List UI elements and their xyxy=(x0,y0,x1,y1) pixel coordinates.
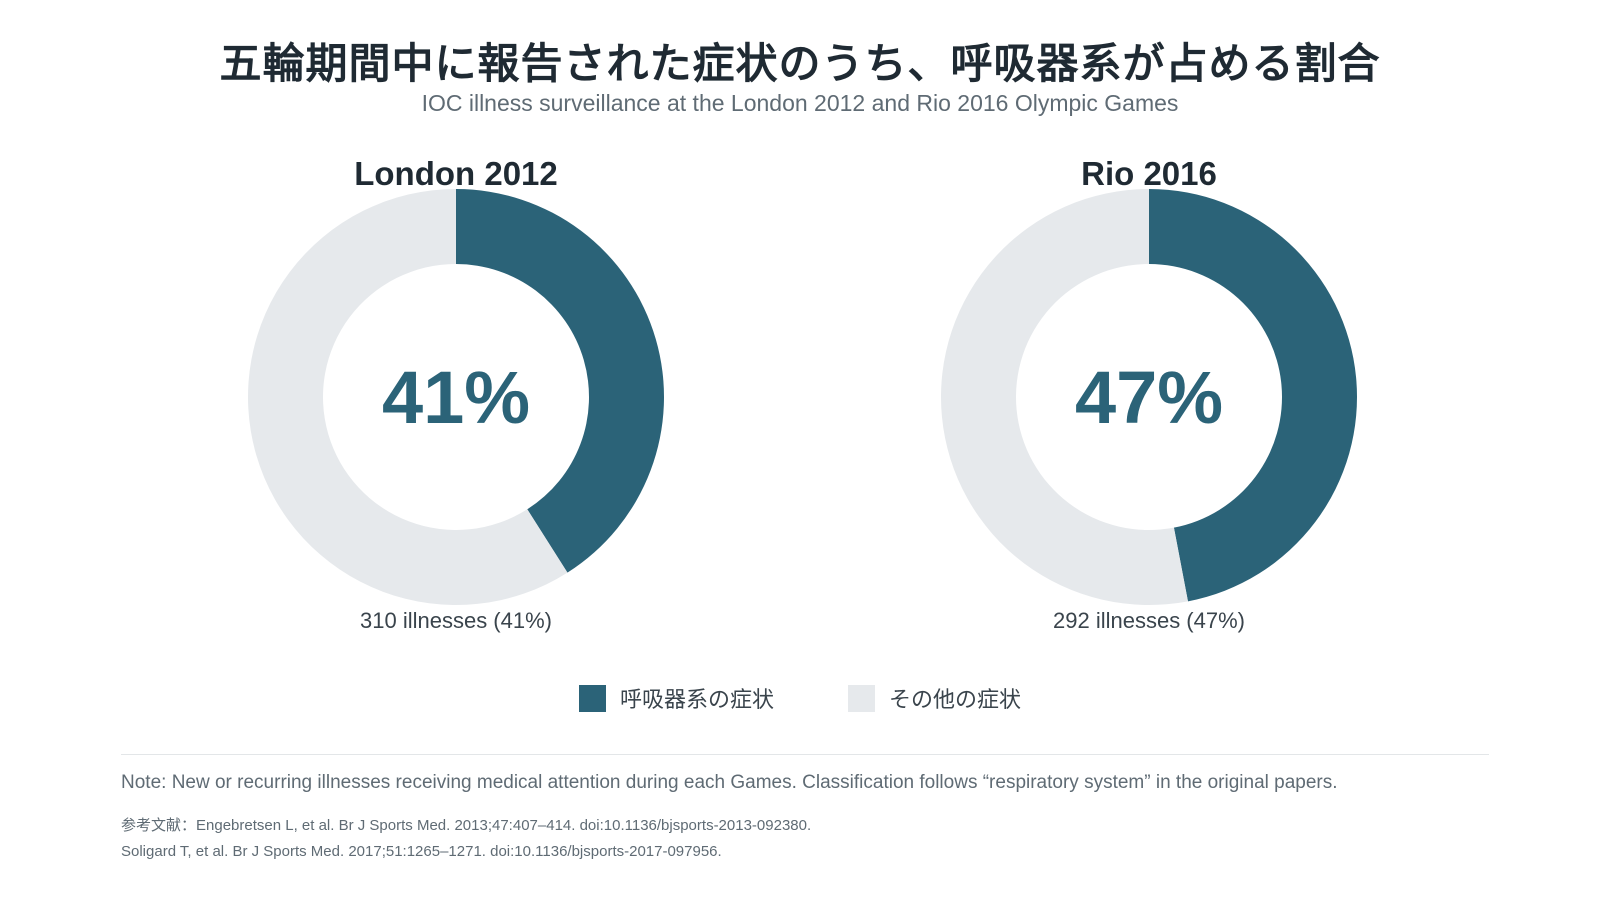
legend-swatch-respiratory xyxy=(578,684,606,712)
center-percent-label: 47% xyxy=(1075,356,1223,439)
page-subtitle: IOC illness surveillance at the London 2… xyxy=(421,90,1179,116)
legend-label-respiratory: 呼吸器系の症状 xyxy=(619,688,774,713)
donut-charts: London 2012 41% 310 illnesses (41%) Rio 201… xyxy=(248,155,1358,633)
donut-slice-other xyxy=(248,188,568,605)
center-percent-label: 41% xyxy=(382,356,530,439)
illness-count-label: 310 illnesses (41%) xyxy=(360,608,552,633)
chart-title: London 2012 xyxy=(354,155,558,192)
legend-label-other: その他の症状 xyxy=(889,688,1022,713)
legend-swatch-other xyxy=(848,684,875,712)
footnote: Note: New or recurring illnesses receivi… xyxy=(121,772,1338,793)
legend-item-other: その他の症状 xyxy=(848,682,1021,714)
donut-slice-respiratory xyxy=(1149,189,1358,602)
reference-2: Soligard T, et al. Br J Sports Med. 2017… xyxy=(121,843,722,860)
illness-count-label: 292 illnesses (47%) xyxy=(1053,608,1245,633)
legend: 呼吸器系の症状 その他の症状 xyxy=(0,682,1600,714)
legend-item-respiratory: 呼吸器系の症状 xyxy=(578,682,774,714)
chart-title: Rio 2016 xyxy=(1081,155,1217,192)
donut-chart-1: London 2012 41% 310 illnesses (41%) xyxy=(248,155,664,633)
donut-slice-respiratory xyxy=(456,189,664,573)
page-title: 五輪期間中に報告された症状のうち、呼吸器系が占める割合 xyxy=(219,39,1381,88)
donut-slice-other xyxy=(941,189,1188,605)
divider xyxy=(121,754,1489,755)
donut-chart-2: Rio 2016 47% 292 illnesses (47%) xyxy=(941,155,1358,633)
reference-1: 参考文献：Engebretsen L, et al. Br J Sports M… xyxy=(121,817,812,834)
